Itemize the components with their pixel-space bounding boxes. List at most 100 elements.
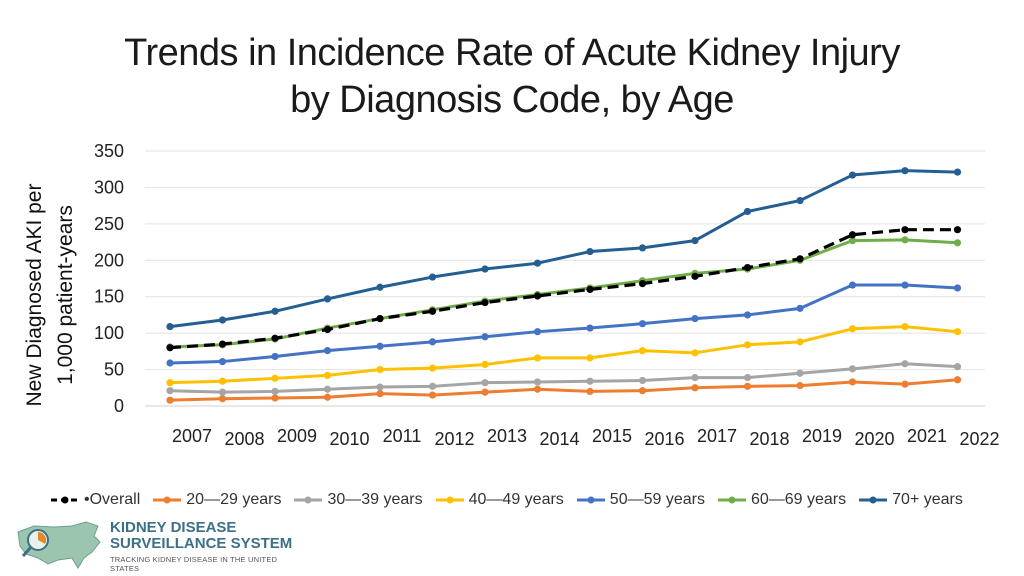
data-point — [901, 281, 909, 289]
data-point — [376, 390, 384, 398]
data-point — [743, 341, 752, 349]
data-point — [691, 373, 699, 382]
data-point — [481, 333, 489, 341]
data-point — [953, 284, 962, 292]
logo-text-line1: KIDNEY DISEASE — [110, 519, 237, 536]
legend-item: 20—29 years — [152, 491, 281, 509]
y-tick-label: 0 — [114, 396, 124, 416]
data-point — [481, 388, 489, 396]
data-point — [586, 324, 594, 332]
data-point — [743, 373, 752, 382]
data-point — [586, 285, 594, 294]
y-tick-labels: 0 50 100 150 200 250 300 350 — [94, 141, 124, 416]
x-tick-label: 2007 — [172, 426, 212, 446]
legend-item: 70+ years — [858, 491, 963, 509]
data-point — [376, 365, 384, 374]
y-tick-label: 250 — [94, 214, 124, 234]
chart-title-line2: by Diagnosis Code, by Age — [290, 79, 734, 121]
y-tick-label: 50 — [104, 360, 124, 380]
data-point — [796, 304, 804, 312]
data-point — [848, 365, 857, 373]
data-point — [901, 360, 909, 368]
data-point — [586, 387, 594, 396]
data-point — [481, 265, 489, 273]
data-point — [586, 247, 594, 256]
data-point — [638, 347, 647, 355]
data-point — [323, 371, 332, 379]
data-point — [953, 376, 962, 384]
data-point — [533, 354, 542, 362]
data-point — [796, 196, 804, 205]
data-point — [533, 378, 542, 386]
legend-item: •Overall — [50, 491, 140, 509]
legend: •Overall 20—29 years 30—39 years 40—49 year… — [50, 488, 975, 512]
data-point — [743, 311, 752, 319]
x-tick-label: 2020 — [854, 429, 894, 449]
legend-label: 50—59 years — [609, 491, 705, 508]
series-20-29-years — [166, 376, 962, 404]
data-point — [481, 379, 489, 387]
data-point — [848, 325, 857, 333]
legend-label: 30—39 years — [327, 491, 423, 508]
chart-title: Trends in Incidence Rate of Acute Kidney… — [0, 30, 1024, 124]
data-point — [376, 314, 384, 323]
data-point — [323, 393, 332, 401]
data-point — [901, 322, 909, 331]
legend-label: 70+ years — [892, 491, 963, 508]
legend-label: 60—69 years — [750, 491, 847, 508]
series-line — [169, 325, 958, 385]
data-point — [218, 377, 227, 385]
chart-title-line1: Trends in Incidence Rate of Acute Kidney… — [124, 32, 900, 74]
data-point — [638, 280, 647, 288]
series-lines — [166, 167, 962, 404]
legend-item: 40—49 years — [435, 491, 564, 509]
data-point — [743, 263, 752, 272]
legend-item: 30—39 years — [293, 491, 423, 509]
data-point — [638, 244, 647, 252]
data-point — [166, 322, 174, 331]
data-point — [691, 314, 699, 323]
data-point — [428, 338, 437, 346]
data-point — [428, 364, 437, 372]
logo-text-line3: TRACKING KIDNEY DISEASE IN THE UNITED ST… — [110, 555, 278, 573]
y-tick-label: 350 — [94, 141, 124, 161]
data-point — [533, 292, 542, 300]
x-tick-label: 2009 — [277, 426, 317, 446]
us-map-logo-icon — [17, 521, 101, 569]
legend-swatch — [294, 496, 323, 504]
data-point — [796, 338, 804, 346]
data-point — [848, 378, 857, 386]
data-point — [953, 168, 962, 176]
x-tick-label: 2018 — [749, 429, 789, 449]
x-tick-label: 2010 — [329, 429, 369, 449]
data-point — [848, 281, 857, 289]
data-point — [428, 307, 437, 315]
data-point — [218, 395, 227, 403]
data-point — [166, 379, 174, 387]
data-point — [901, 236, 909, 244]
data-point — [271, 352, 279, 361]
y-axis-title-line1: New Diagnosed AKI per — [23, 184, 46, 407]
data-point — [271, 394, 279, 402]
data-point — [323, 347, 332, 355]
data-point — [271, 387, 279, 396]
kdss-logo: KIDNEY DISEASE SURVEILLANCE SYSTEM TRACK… — [14, 518, 304, 573]
x-tick-label: 2022 — [959, 429, 999, 449]
data-point — [691, 349, 699, 357]
x-tick-label: 2013 — [487, 426, 527, 446]
data-point — [376, 342, 384, 350]
data-point — [218, 316, 227, 324]
data-point — [428, 391, 437, 399]
data-point — [166, 359, 174, 367]
x-tick-label: 2008 — [224, 429, 264, 449]
legend-label: •Overall — [84, 491, 141, 508]
legend-swatch — [51, 496, 79, 504]
series-30-39-years — [166, 360, 962, 396]
data-point — [481, 360, 489, 369]
x-tick-label: 2021 — [907, 426, 947, 446]
data-point — [323, 385, 332, 393]
data-point — [638, 387, 647, 395]
data-point — [218, 388, 227, 396]
series-line — [169, 169, 958, 329]
